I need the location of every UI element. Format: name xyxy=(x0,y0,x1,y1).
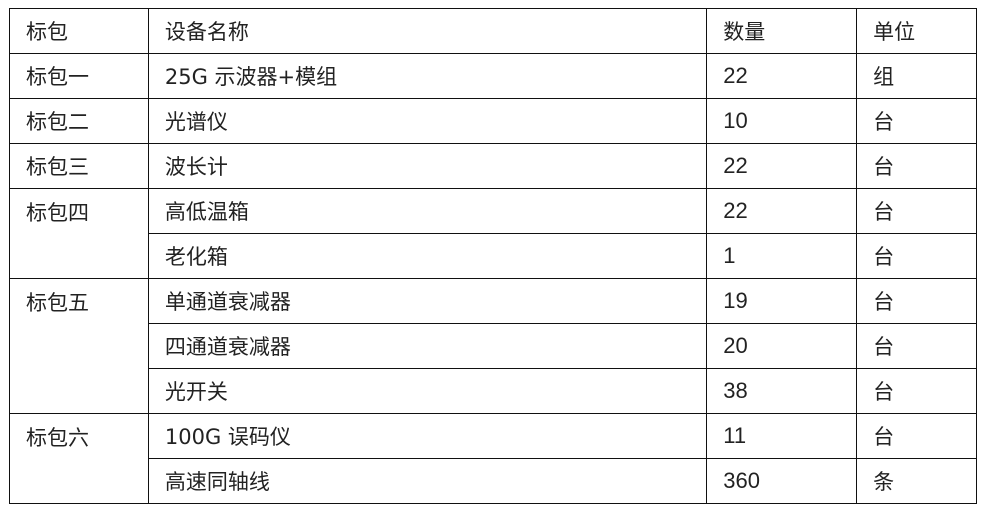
table-row: 四通道衰减器 20 台 xyxy=(10,323,977,369)
header-row: 标包 设备名称 数量 单位 xyxy=(9,8,977,54)
equipment-table: 标包 设备名称 数量 单位 标包一 25G 示波器+模组 22 组标包二 光谱仪 10 台标… xyxy=(9,8,977,504)
name-cell: 100G 误码仪 xyxy=(147,413,708,459)
table-row: 标包三 波长计 22 台 xyxy=(9,143,977,189)
qty-cell: 10 xyxy=(706,98,858,144)
qty-cell: 11 xyxy=(706,413,858,459)
table-row: 标包二 光谱仪 10 台 xyxy=(9,98,977,144)
unit-cell: 台 xyxy=(856,98,977,144)
header-qty: 数量 xyxy=(706,8,858,54)
name-cell: 高低温箱 xyxy=(147,188,708,234)
unit-cell: 台 xyxy=(856,143,977,189)
qty-cell: 20 xyxy=(706,323,858,369)
name-cell: 波长计 xyxy=(147,143,708,189)
package-cell: 标包二 xyxy=(9,98,149,144)
table-row: 标包六 100G 误码仪 11 台 xyxy=(9,413,977,504)
qty-cell: 38 xyxy=(706,368,858,414)
unit-cell: 条 xyxy=(856,458,977,504)
table-row: 老化箱 1 台 xyxy=(10,233,977,279)
table-row: 标包一 25G 示波器+模组 22 组 xyxy=(9,53,977,99)
name-cell: 25G 示波器+模组 xyxy=(147,53,708,99)
unit-cell: 台 xyxy=(856,413,977,459)
table-row: 高速同轴线 360 条 xyxy=(10,458,977,504)
qty-cell: 360 xyxy=(706,458,858,504)
package-cell: 标包六 xyxy=(9,413,149,504)
unit-cell: 台 xyxy=(856,188,977,234)
qty-cell: 22 xyxy=(706,53,858,99)
package-cell: 标包一 xyxy=(9,53,149,99)
name-cell: 四通道衰减器 xyxy=(147,323,708,369)
unit-cell: 台 xyxy=(856,368,977,414)
table-row: 标包五 单通道衰减器 19 台 xyxy=(9,278,977,414)
header-unit: 单位 xyxy=(856,8,977,54)
package-cell: 标包五 xyxy=(9,278,149,414)
qty-cell: 19 xyxy=(706,278,858,324)
table-row: 标包四 高低温箱 22 台 xyxy=(9,188,977,279)
unit-cell: 组 xyxy=(856,53,977,99)
qty-cell: 22 xyxy=(706,143,858,189)
name-cell: 光开关 xyxy=(147,368,708,414)
name-cell: 高速同轴线 xyxy=(147,458,708,504)
table-row: 光开关 38 台 xyxy=(10,368,977,414)
package-cell: 标包四 xyxy=(9,188,149,279)
package-cell: 标包三 xyxy=(9,143,149,189)
unit-cell: 台 xyxy=(856,233,977,279)
unit-cell: 台 xyxy=(856,323,977,369)
qty-cell: 1 xyxy=(706,233,858,279)
name-cell: 单通道衰减器 xyxy=(147,278,708,324)
header-name: 设备名称 xyxy=(147,8,708,54)
name-cell: 老化箱 xyxy=(147,233,708,279)
unit-cell: 台 xyxy=(856,278,977,324)
header-package: 标包 xyxy=(9,8,149,54)
qty-cell: 22 xyxy=(706,188,858,234)
name-cell: 光谱仪 xyxy=(147,98,708,144)
